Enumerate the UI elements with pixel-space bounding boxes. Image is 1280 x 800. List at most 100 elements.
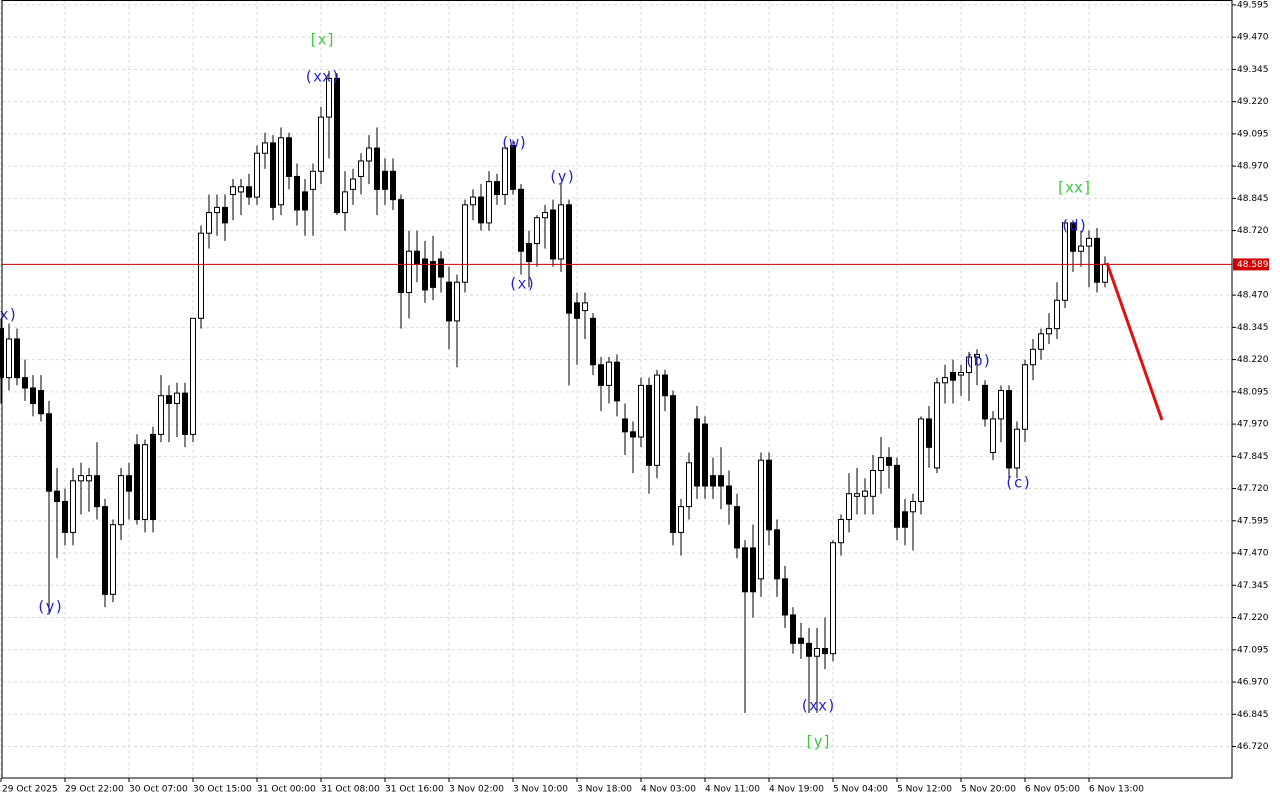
candle-body [974,353,980,358]
candle-body [550,209,556,260]
candle-body [726,485,732,505]
y-tick-label: 46.720 [1237,742,1269,752]
y-tick-label: 46.970 [1237,678,1269,688]
candle-body [774,529,780,580]
candle-body [814,648,820,657]
candle-body [1102,263,1108,283]
candle-body [782,578,788,616]
candle-body [518,188,524,252]
candle-body [62,500,68,533]
candle-body [886,457,892,466]
y-tick-label: 49.470 [1237,33,1269,43]
candle-body [534,217,540,245]
x-tick-label: 30 Oct 15:00 [193,785,252,795]
candle-body [494,181,500,196]
x-tick-label: 3 Nov 18:00 [577,785,632,795]
wave-label: [xx] [1056,179,1092,197]
candle-body [526,243,532,263]
candle-body [854,493,860,497]
candle-body [430,261,436,288]
candle-body [38,390,44,415]
y-tick-label: 47.970 [1237,420,1269,430]
candle-body [630,431,636,438]
wave-label: (b) [964,352,991,370]
wave-label: (w) [500,134,527,152]
candle-body [614,361,620,402]
y-tick-label: 48.470 [1237,291,1269,301]
candle-body [590,317,596,366]
y-tick-label: 47.470 [1237,549,1269,559]
x-tick-label: 5 Nov 12:00 [897,785,952,795]
candle-body [454,281,460,322]
y-tick-label: 48.095 [1237,387,1269,397]
y-tick-label: 47.345 [1237,581,1269,591]
candle-body [414,250,420,265]
candle-body [606,361,612,386]
candle-body [30,387,36,404]
y-tick-label: 47.220 [1237,613,1269,623]
candle-body [350,178,356,190]
wave-label: (xx) [800,697,836,715]
y-tick-label: 48.345 [1237,323,1269,333]
candle-body [878,457,884,472]
candle-body [718,475,724,487]
plot-border [1,0,1233,779]
x-tick-label: 30 Oct 07:00 [129,785,188,795]
y-tick-label: 49.595 [1237,0,1269,10]
x-tick-label: 31 Oct 16:00 [385,785,444,795]
candle-body [214,206,220,214]
y-tick-label: 49.095 [1237,129,1269,139]
candle-body [222,206,228,224]
candle-body [1054,299,1060,330]
wave-label: (c) [1004,474,1031,492]
candle-body [982,384,988,420]
candle-body [158,395,164,435]
candle-body [166,395,172,404]
candle-body [334,77,340,214]
candle-body [286,137,292,177]
x-tick-label: 29 Oct 2025 [2,785,58,795]
candle-body [78,475,84,482]
candle-body [1094,237,1100,283]
candle-body [470,196,476,206]
candle-body [918,418,924,502]
y-tick-label: 47.095 [1237,645,1269,655]
candle-body [478,196,484,224]
candle-body [510,144,516,190]
candle-body [766,459,772,531]
x-tick-label: 3 Nov 10:00 [513,785,568,795]
candle-body [942,377,948,384]
candle-body [422,258,428,291]
candle-body [198,232,204,319]
candle-body [558,204,564,260]
candle-body [950,371,956,381]
x-tick-label: 31 Oct 08:00 [321,785,380,795]
candle-body [230,186,236,196]
candle-body [654,374,660,466]
candle-body [622,418,628,433]
candle-body [1062,222,1068,301]
candle-body [838,519,844,544]
candle-body [46,413,52,492]
candle-body [294,175,300,211]
candle-body [94,475,100,508]
candle-body [910,500,916,513]
candle-body [822,648,828,655]
candle-body [598,364,604,386]
candle-body [958,371,964,376]
candle-body [670,395,676,533]
candle-body [446,281,452,322]
candle-body [390,170,396,201]
candle-body [22,377,28,389]
candle-body [806,642,812,657]
candle-body [902,511,908,528]
candle-body [502,147,508,196]
candle-body [366,147,372,162]
candle-body [966,356,972,373]
candle-body [926,418,932,448]
candle-body [702,423,708,487]
candle-body [798,637,804,644]
candle-body [710,475,716,487]
candle-body [830,542,836,655]
